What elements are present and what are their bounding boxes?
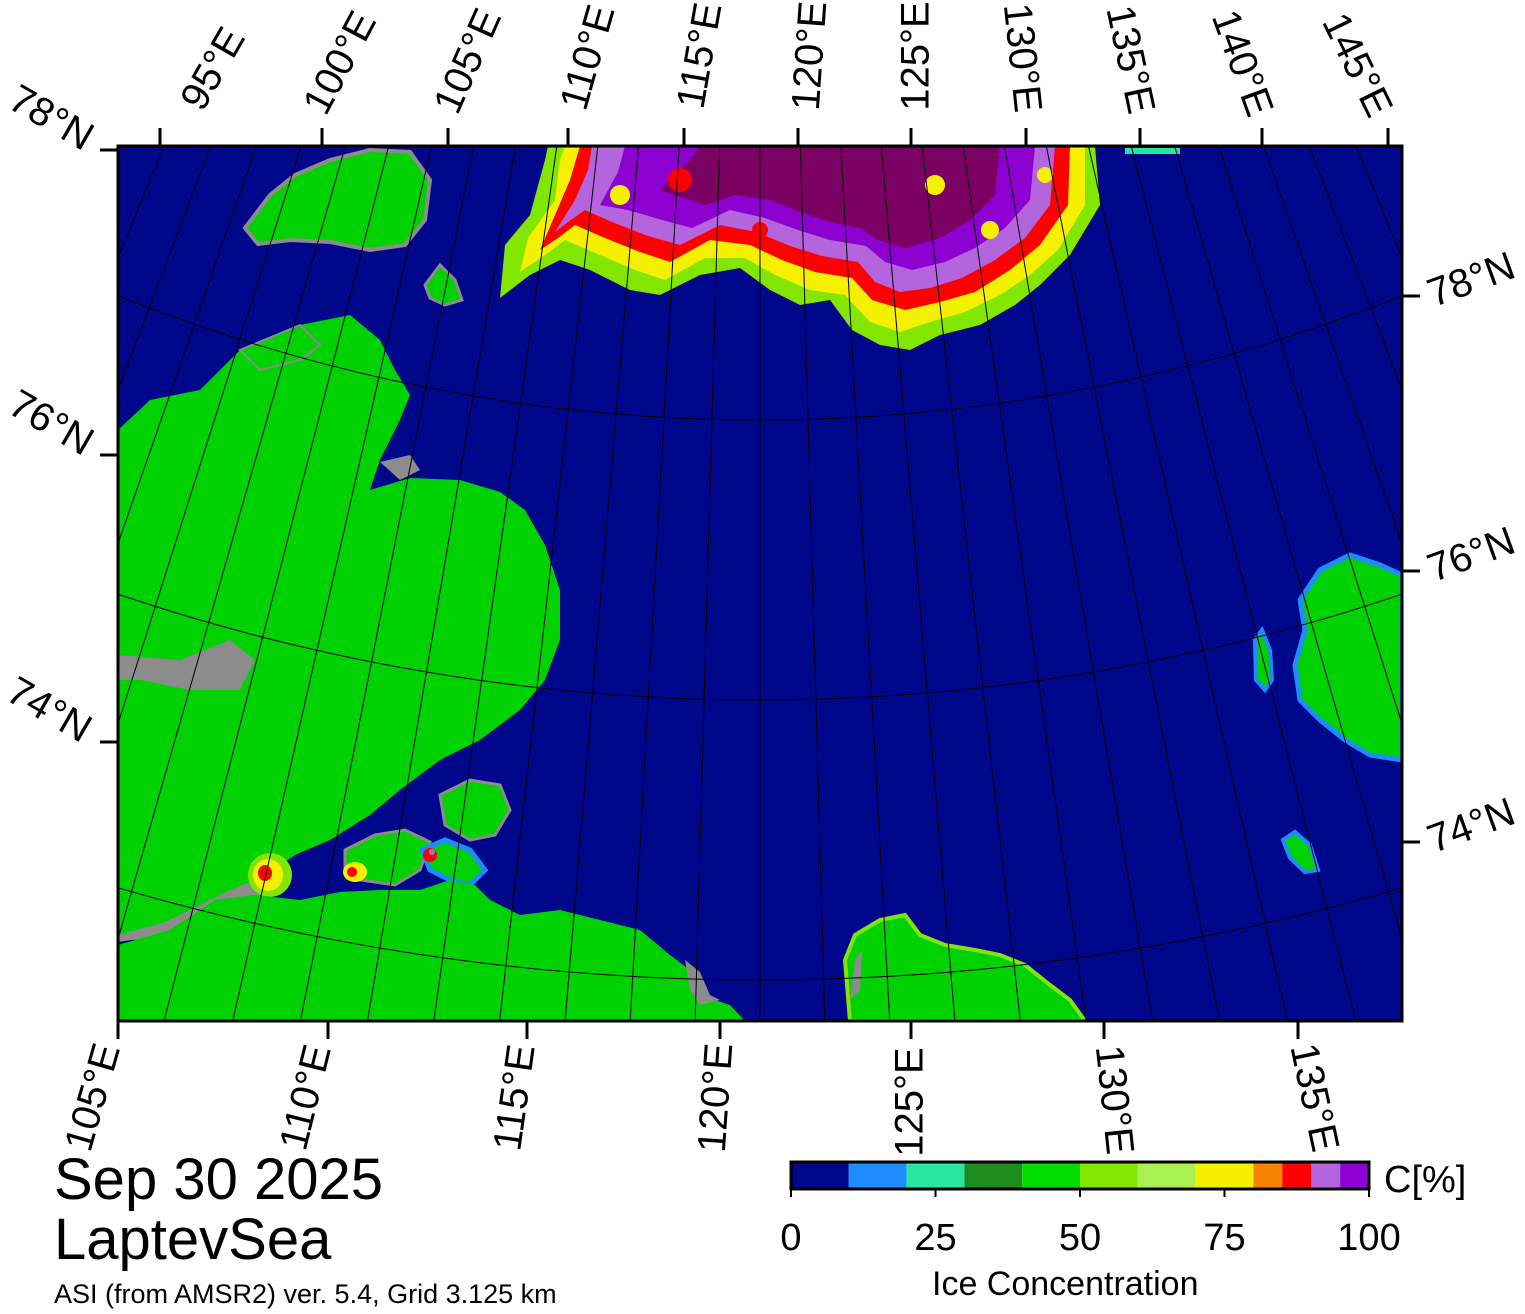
longitude-line	[799, 146, 826, 1021]
colorbar-bin	[964, 1162, 1023, 1189]
left-lat-label: 74°N	[0, 668, 99, 751]
colorbar-ticks	[790, 1189, 1370, 1197]
bottom-lon-label: 115°E	[485, 1042, 543, 1154]
longitude-line	[232, 146, 432, 1021]
longitude-line	[433, 146, 558, 1021]
longitude-line	[1263, 146, 1402, 546]
top-lon-label: 145°E	[1313, 6, 1401, 124]
colorbar-unit: C[%]	[1384, 1159, 1467, 1201]
land	[118, 147, 1402, 1021]
left-latitude-labels: 78°N 76°N 74°N	[0, 76, 101, 751]
longitude-line	[1479, 0, 1525, 782]
siberian-mainland-west	[118, 880, 745, 1021]
top-lon-label: 105°E	[425, 2, 510, 120]
longitude-line	[366, 146, 516, 1021]
right-lat-label: 78°N	[1422, 244, 1521, 316]
right-lat-label: 76°N	[1422, 519, 1521, 591]
longitude-line	[1004, 146, 1154, 1021]
colorbar-bin	[906, 1162, 965, 1189]
kotelny-island	[1292, 552, 1402, 763]
colorbar-bin	[1022, 1162, 1080, 1189]
bottom-lon-label: 125°E	[888, 1047, 932, 1156]
lena-delta	[842, 912, 1088, 1021]
longitude-line	[1418, 0, 1525, 856]
longitude-line	[694, 146, 721, 1021]
longitude-line	[499, 146, 599, 1021]
longitude-line	[564, 146, 640, 1021]
bottom-lon-label: 105°E	[56, 1039, 128, 1156]
island-severnaya-zemlya	[242, 147, 433, 253]
top-longitude-labels: 95°E 100°E 105°E 110°E 115°E 120°E 125°E…	[172, 0, 1401, 124]
top-lon-label: 130°E	[995, 1, 1050, 114]
longitude-line	[1386, 0, 1525, 891]
coastal-ice	[248, 848, 437, 897]
longitude-line	[1045, 146, 1221, 1021]
top-lon-label: 115°E	[669, 0, 731, 112]
longitude-line	[163, 146, 390, 1021]
longitude-line	[629, 146, 680, 1021]
top-lon-label: 135°E	[1097, 1, 1163, 117]
left-lat-label: 78°N	[2, 76, 101, 159]
bottom-lon-label: 120°E	[690, 1042, 742, 1154]
top-lon-label: 125°E	[894, 1, 938, 110]
map-content	[118, 0, 1525, 1021]
top-lon-label: 100°E	[295, 4, 385, 121]
longitude-line	[118, 146, 346, 941]
colorbar-tick-label: 75	[1203, 1217, 1246, 1259]
colorbar-bin	[791, 1162, 849, 1189]
top-lon-label: 95°E	[172, 20, 254, 117]
longitude-line	[1449, 0, 1525, 820]
longitude-line	[880, 146, 956, 1021]
right-latitude-labels: 78°N 76°N 74°N	[1422, 244, 1521, 862]
right-lat-label: 74°N	[1422, 790, 1521, 862]
top-lon-label: 120°E	[784, 0, 836, 112]
colorbar-tick-label: 0	[780, 1217, 802, 1259]
longitude-line	[299, 146, 475, 1021]
longitude-line	[118, 146, 257, 546]
graticule	[118, 0, 1525, 1021]
left-lat-label: 76°N	[2, 381, 101, 464]
taymyr-peninsula	[118, 315, 560, 940]
longitude-line	[840, 146, 891, 1021]
colorbar	[789, 1160, 1371, 1197]
map-frame	[116, 144, 1404, 1023]
colorbar-bin	[1282, 1162, 1312, 1189]
bottom-lon-label: 110°E	[271, 1040, 339, 1154]
longitude-line	[1088, 146, 1288, 1021]
longitude-line	[962, 146, 1087, 1021]
colorbar-tick-label: 50	[1058, 1217, 1102, 1259]
longitude-line	[1218, 146, 1402, 726]
map-date: Sep 30 2025	[54, 1147, 383, 1212]
colorbar-tick-label: 25	[914, 1217, 957, 1259]
bottom-lon-label: 130°E	[1087, 1043, 1142, 1156]
colorbar-bin	[1080, 1162, 1138, 1189]
longitude-line	[1130, 146, 1357, 1021]
longitude-line	[1174, 146, 1402, 941]
colorbar-bin	[1311, 1162, 1341, 1189]
top-lon-label: 140°E	[1203, 4, 1282, 122]
region-name: LaptevSea	[54, 1207, 332, 1272]
longitude-line	[118, 146, 302, 726]
top-lon-label: 110°E	[552, 0, 624, 114]
colorbar-bins	[791, 1162, 1369, 1189]
colorbar-bin	[848, 1162, 907, 1189]
longitude-line	[1509, 0, 1525, 743]
bottom-longitude-labels: 105°E 110°E 115°E 120°E 125°E 130°E 135°…	[56, 1039, 1347, 1157]
colorbar-bin	[1340, 1162, 1369, 1189]
longitude-line	[921, 146, 1021, 1021]
data-source: ASI (from AMSR2) ver. 5.4, Grid 3.125 km	[54, 1279, 557, 1309]
colorbar-bin	[1195, 1162, 1254, 1189]
colorbar-title: Ice Concentration	[932, 1265, 1199, 1303]
colorbar-tick-label: 100	[1337, 1217, 1401, 1259]
frame-ticks	[100, 128, 1420, 1039]
bottom-lon-label: 135°E	[1281, 1039, 1347, 1155]
colorbar-bin	[1137, 1162, 1196, 1189]
colorbar-bin	[1253, 1162, 1283, 1189]
